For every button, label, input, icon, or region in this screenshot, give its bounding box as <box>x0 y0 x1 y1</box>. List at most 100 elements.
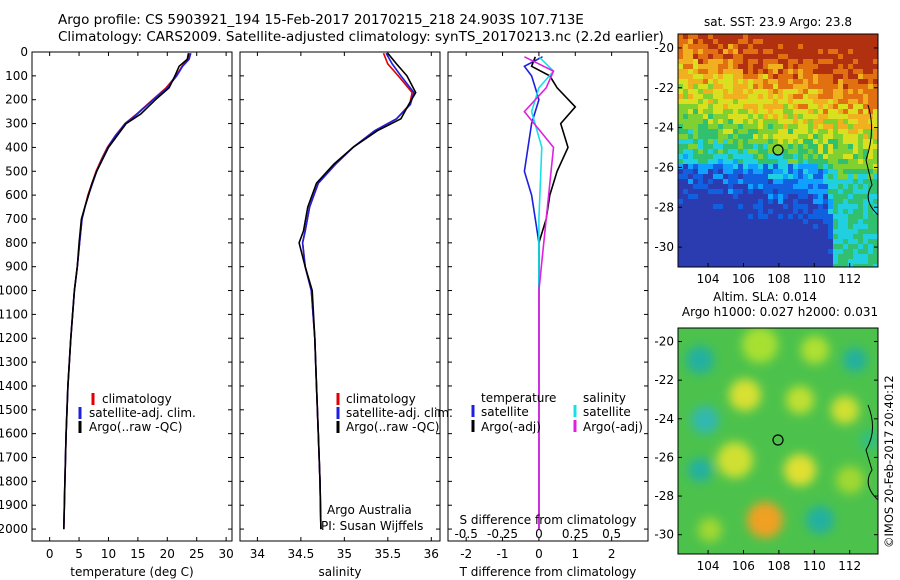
salinity-legend: climatology satellite-adj. clim. Argo(..… <box>321 392 453 533</box>
depth-axis: 0 100 200 300 400 500 600 700 800 900 1000 1100 1200… <box>0 45 648 536</box>
top-tick-label: 0 <box>535 527 543 541</box>
depth-tick-label: 1000 <box>0 284 28 298</box>
x-tick-label: -2 <box>460 547 472 561</box>
salinity-x-axis: 34 34.5 35 35.5 36 <box>250 52 439 561</box>
temperature-legend: climatology satellite-adj. clim. Argo(..… <box>78 392 196 434</box>
temperature-plot-frame <box>31 51 233 542</box>
argo-float-marker <box>772 434 784 446</box>
map-y-tick-label: -24 <box>654 412 674 426</box>
legend-label-argo: Argo(..raw -QC) <box>89 420 182 434</box>
depth-tick-label: 1300 <box>0 355 28 369</box>
difference-series <box>523 56 577 530</box>
map-x-tick-label: 108 <box>767 559 790 573</box>
depth-tick-label: 900 <box>5 260 28 274</box>
top-tick-label: -0.5 <box>454 527 477 541</box>
x-tick-label: 15 <box>130 547 145 561</box>
x-tick-label: 2 <box>608 547 616 561</box>
legend-label-climatology: climatology <box>102 392 172 406</box>
salinity-series <box>298 52 417 530</box>
depth-tick-label: 1200 <box>0 331 28 345</box>
depth-tick-label: 2000 <box>0 522 28 536</box>
series-line-salinity-argo-adj- <box>523 56 555 530</box>
legend-label-sal-argo: Argo(-adj) <box>583 420 643 434</box>
map-y-tick-label: -20 <box>654 41 674 55</box>
x-tick-label: 36 <box>424 547 439 561</box>
temperature-xlabel: temperature (deg C) <box>70 565 193 579</box>
salinity-note-institution: Argo Australia <box>327 503 412 517</box>
legend-label-argo: Argo(..raw -QC) <box>346 420 439 434</box>
legend-label-sal-satellite: satellite <box>583 405 631 419</box>
x-tick-label: 35.5 <box>374 547 401 561</box>
depth-tick-label: 1100 <box>0 307 28 321</box>
coastline <box>865 104 878 216</box>
difference-plot-frame <box>447 51 649 542</box>
depth-tick-label: 1400 <box>0 379 28 393</box>
x-tick-label: 25 <box>189 547 204 561</box>
depth-tick-label: 800 <box>5 236 28 250</box>
x-tick-label: 1 <box>571 547 579 561</box>
depth-tick-label: 700 <box>5 212 28 226</box>
salinity-note-pi: PI: Susan Wijffels <box>321 519 423 533</box>
x-tick-label: 34.5 <box>288 547 315 561</box>
depth-tick-label: 1900 <box>0 498 28 512</box>
sla-map-title2: Argo h1000: 0.027 h2000: 0.031 <box>682 305 878 319</box>
map-x-tick-label: 112 <box>838 559 861 573</box>
map-y-tick-label: -26 <box>654 160 674 174</box>
series-line-salinity-satellite <box>530 56 555 530</box>
x-tick-label: 0 <box>535 547 543 561</box>
depth-tick-label: 500 <box>5 164 28 178</box>
depth-tick-label: 600 <box>5 188 28 202</box>
difference-top-label: S difference from climatology <box>460 513 637 527</box>
difference-legend: temperature salinity satellite Argo(-adj… <box>471 391 643 434</box>
map-x-tick-label: 106 <box>732 272 755 286</box>
map-y-tick-label: -22 <box>654 373 674 387</box>
depth-tick-label: 0 <box>20 45 28 59</box>
top-tick-label: -0.25 <box>487 527 518 541</box>
legend-label-temp-satellite: satellite <box>481 405 529 419</box>
map-x-tick-label: 108 <box>767 272 790 286</box>
map-x-tick-label: 110 <box>803 272 826 286</box>
map-y-tick-label: -30 <box>654 528 674 542</box>
top-tick-label: 0.5 <box>602 527 621 541</box>
top-tick-label: 0.25 <box>562 527 589 541</box>
map-y-tick-label: -24 <box>654 121 674 135</box>
series-line-temperature-satellite <box>523 56 543 530</box>
difference-xlabel: T difference from climatology <box>459 565 637 579</box>
legend-label-climatology: climatology <box>346 392 416 406</box>
depth-tick-label: 1600 <box>0 427 28 441</box>
map-y-tick-label: -20 <box>654 335 674 349</box>
map-x-tick-label: 104 <box>697 559 720 573</box>
salinity-plot-frame <box>239 51 441 542</box>
sst-map-frame <box>677 33 879 268</box>
series-line-argo-raw-qc- <box>298 52 417 530</box>
map-y-tick-label: -28 <box>654 200 674 214</box>
map-x-tick-label: 112 <box>838 272 861 286</box>
sst-map-title: sat. SST: 23.9 Argo: 23.8 <box>704 15 852 29</box>
x-tick-label: 20 <box>160 547 175 561</box>
map-y-tick-label: -28 <box>654 489 674 503</box>
depth-tick-label: 1800 <box>0 474 28 488</box>
credit-label: ©IMOS 20-Feb-2017 20:40:12 <box>882 375 896 548</box>
x-tick-label: 0 <box>46 547 54 561</box>
argo-float-marker <box>772 144 784 156</box>
salinity-xlabel: salinity <box>318 565 361 579</box>
x-tick-label: 30 <box>218 547 233 561</box>
series-line-climatology <box>63 52 191 530</box>
depth-tick-label: 1700 <box>0 451 28 465</box>
legend-label-satellite: satellite-adj. clim. <box>89 406 196 420</box>
sst-map-axes: -20 -22 -24 -26 -28 -30 104 106 108 110 112 <box>654 41 878 286</box>
header-line2: Climatology: CARS2009. Satellite-adjuste… <box>58 29 664 45</box>
x-tick-label: 5 <box>75 547 83 561</box>
legend-title-temperature: temperature <box>481 391 556 405</box>
sla-map-title1: Altim. SLA: 0.014 <box>713 290 817 304</box>
map-y-tick-label: -30 <box>654 240 674 254</box>
x-tick-label: 34 <box>250 547 265 561</box>
series-line-argo-raw-qc- <box>63 53 190 530</box>
header-line1: Argo profile: CS 5903921_194 15-Feb-2017… <box>58 12 584 28</box>
sst-map-field <box>678 34 878 267</box>
salinity-difference-top-axis: -0.5 -0.25 0 0.25 0.5 <box>454 527 621 541</box>
x-tick-label: 10 <box>101 547 116 561</box>
map-y-tick-label: -22 <box>654 81 674 95</box>
temperature-x-axis: 0 5 10 15 20 25 30 <box>46 52 234 561</box>
